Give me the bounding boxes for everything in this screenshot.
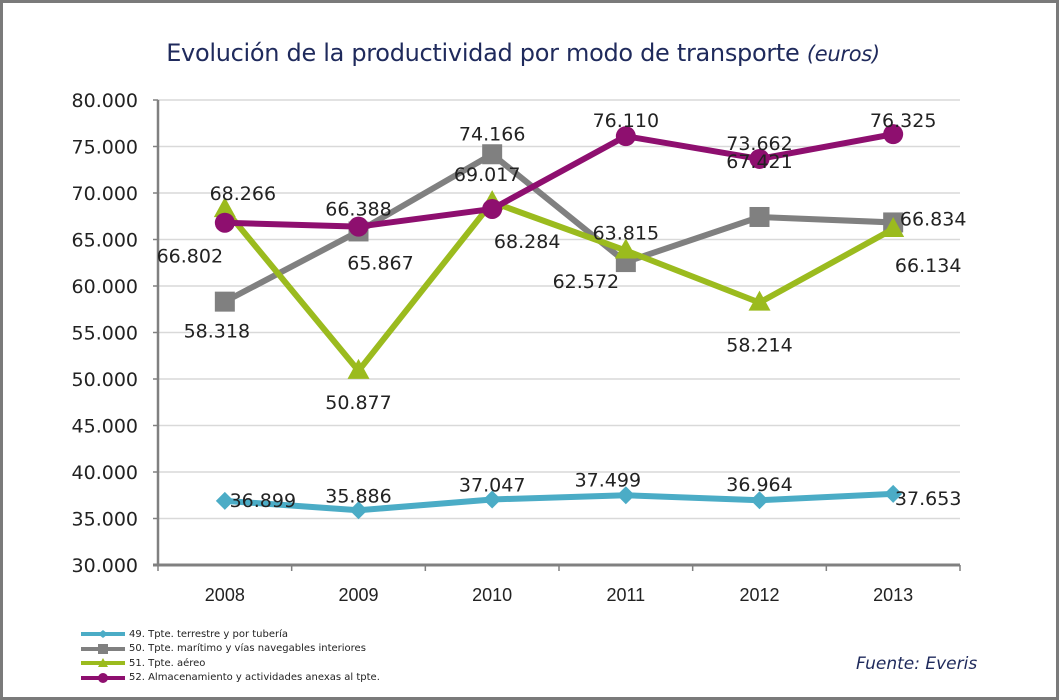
data-point — [482, 198, 503, 219]
legend-item: 51. Tpte. aéreo — [81, 656, 380, 671]
y-tick-label: 55.000 — [72, 323, 138, 345]
data-label: 66.802 — [157, 246, 223, 268]
data-label: 50.877 — [325, 392, 391, 414]
data-point — [882, 216, 905, 237]
data-point — [349, 501, 368, 520]
legend-item: 49. Tpte. terrestre y por tubería — [81, 627, 380, 642]
data-label: 37.499 — [575, 469, 641, 491]
data-point — [749, 206, 770, 227]
series-line-1 — [224, 490, 894, 514]
x-tick-label: 2008 — [205, 585, 245, 605]
y-tick-label: 30.000 — [72, 555, 138, 577]
legend-circle-icon — [81, 672, 125, 683]
chart-title-main: Evolución de la productividad por modo d… — [166, 39, 800, 67]
data-label: 66.388 — [325, 199, 391, 221]
data-label: 36.964 — [726, 474, 792, 496]
legend-label: 51. Tpte. aéreo — [129, 657, 206, 669]
y-tick-label: 40.000 — [72, 462, 138, 484]
data-label: 67.421 — [726, 151, 792, 173]
y-tick-label: 70.000 — [72, 183, 138, 205]
chart-title: Evolución de la productividad por modo d… — [3, 39, 1043, 67]
data-point — [748, 290, 771, 311]
data-label: 66.134 — [895, 255, 961, 277]
data-label: 66.834 — [900, 208, 966, 230]
data-label: 37.047 — [459, 474, 525, 496]
data-point — [615, 126, 636, 147]
y-tick-label: 50.000 — [72, 369, 138, 391]
y-tick-label: 80.000 — [72, 90, 138, 112]
data-label: 68.284 — [494, 231, 560, 253]
data-point — [214, 212, 235, 233]
series-line-4 — [224, 131, 894, 230]
data-point — [482, 144, 503, 165]
x-tick-label: 2012 — [739, 585, 779, 605]
y-tick-label: 60.000 — [72, 276, 138, 298]
data-point — [750, 491, 769, 510]
series-line-3 — [222, 199, 895, 374]
data-point — [884, 484, 903, 503]
data-point — [883, 124, 904, 145]
legend-item: 50. Tpte. marítimo y vías navegables int… — [81, 642, 380, 657]
data-point — [749, 148, 770, 169]
y-tick-label: 35.000 — [72, 509, 138, 531]
y-tick-label: 75.000 — [72, 137, 138, 159]
data-label: 73.662 — [726, 133, 792, 155]
data-point — [616, 486, 635, 505]
data-label: 37.653 — [895, 488, 961, 510]
x-tick-label: 2011 — [606, 585, 645, 605]
legend-label: 49. Tpte. terrestre y por tubería — [129, 628, 289, 640]
x-tick-label: 2009 — [338, 585, 378, 605]
data-label: 69.017 — [454, 164, 520, 186]
data-label: 68.266 — [210, 183, 276, 205]
data-label: 74.166 — [459, 123, 525, 145]
y-tick-label: 45.000 — [72, 416, 138, 438]
data-point — [347, 358, 370, 379]
data-label: 62.572 — [553, 271, 619, 293]
chart-title-units: (euros) — [806, 42, 880, 66]
data-point — [483, 490, 502, 509]
data-point — [348, 216, 369, 237]
data-label: 63.815 — [593, 223, 659, 245]
data-point — [614, 238, 637, 259]
data-label: 76.325 — [870, 110, 936, 132]
series-line-2 — [223, 151, 894, 305]
data-label: 58.318 — [184, 321, 250, 343]
data-label: 35.886 — [325, 485, 391, 507]
legend-label: 50. Tpte. marítimo y vías navegables int… — [129, 643, 366, 655]
source-note: Fuente: Everis — [856, 654, 978, 674]
legend-square-icon — [81, 643, 125, 654]
legend-diamond-icon — [81, 629, 125, 639]
chart-legend: 49. Tpte. terrestre y por tubería 50. Tpt… — [81, 627, 380, 685]
data-label: 76.110 — [593, 110, 659, 132]
data-point — [215, 491, 234, 510]
data-label: 58.214 — [726, 335, 792, 357]
data-label: 36.899 — [230, 490, 296, 512]
legend-item: 52. Almacenamiento y actividades anexas … — [81, 671, 380, 686]
chart-frame: Evolución de la productividad por modo d… — [3, 3, 1056, 697]
y-tick-label: 65.000 — [72, 230, 138, 252]
x-tick-label: 2010 — [472, 585, 512, 605]
data-point — [214, 291, 235, 312]
data-label: 65.867 — [347, 252, 413, 274]
legend-label: 52. Almacenamiento y actividades anexas … — [129, 672, 380, 684]
x-tick-label: 2013 — [873, 585, 913, 605]
data-point — [213, 197, 236, 218]
legend-triangle-icon — [81, 658, 125, 668]
